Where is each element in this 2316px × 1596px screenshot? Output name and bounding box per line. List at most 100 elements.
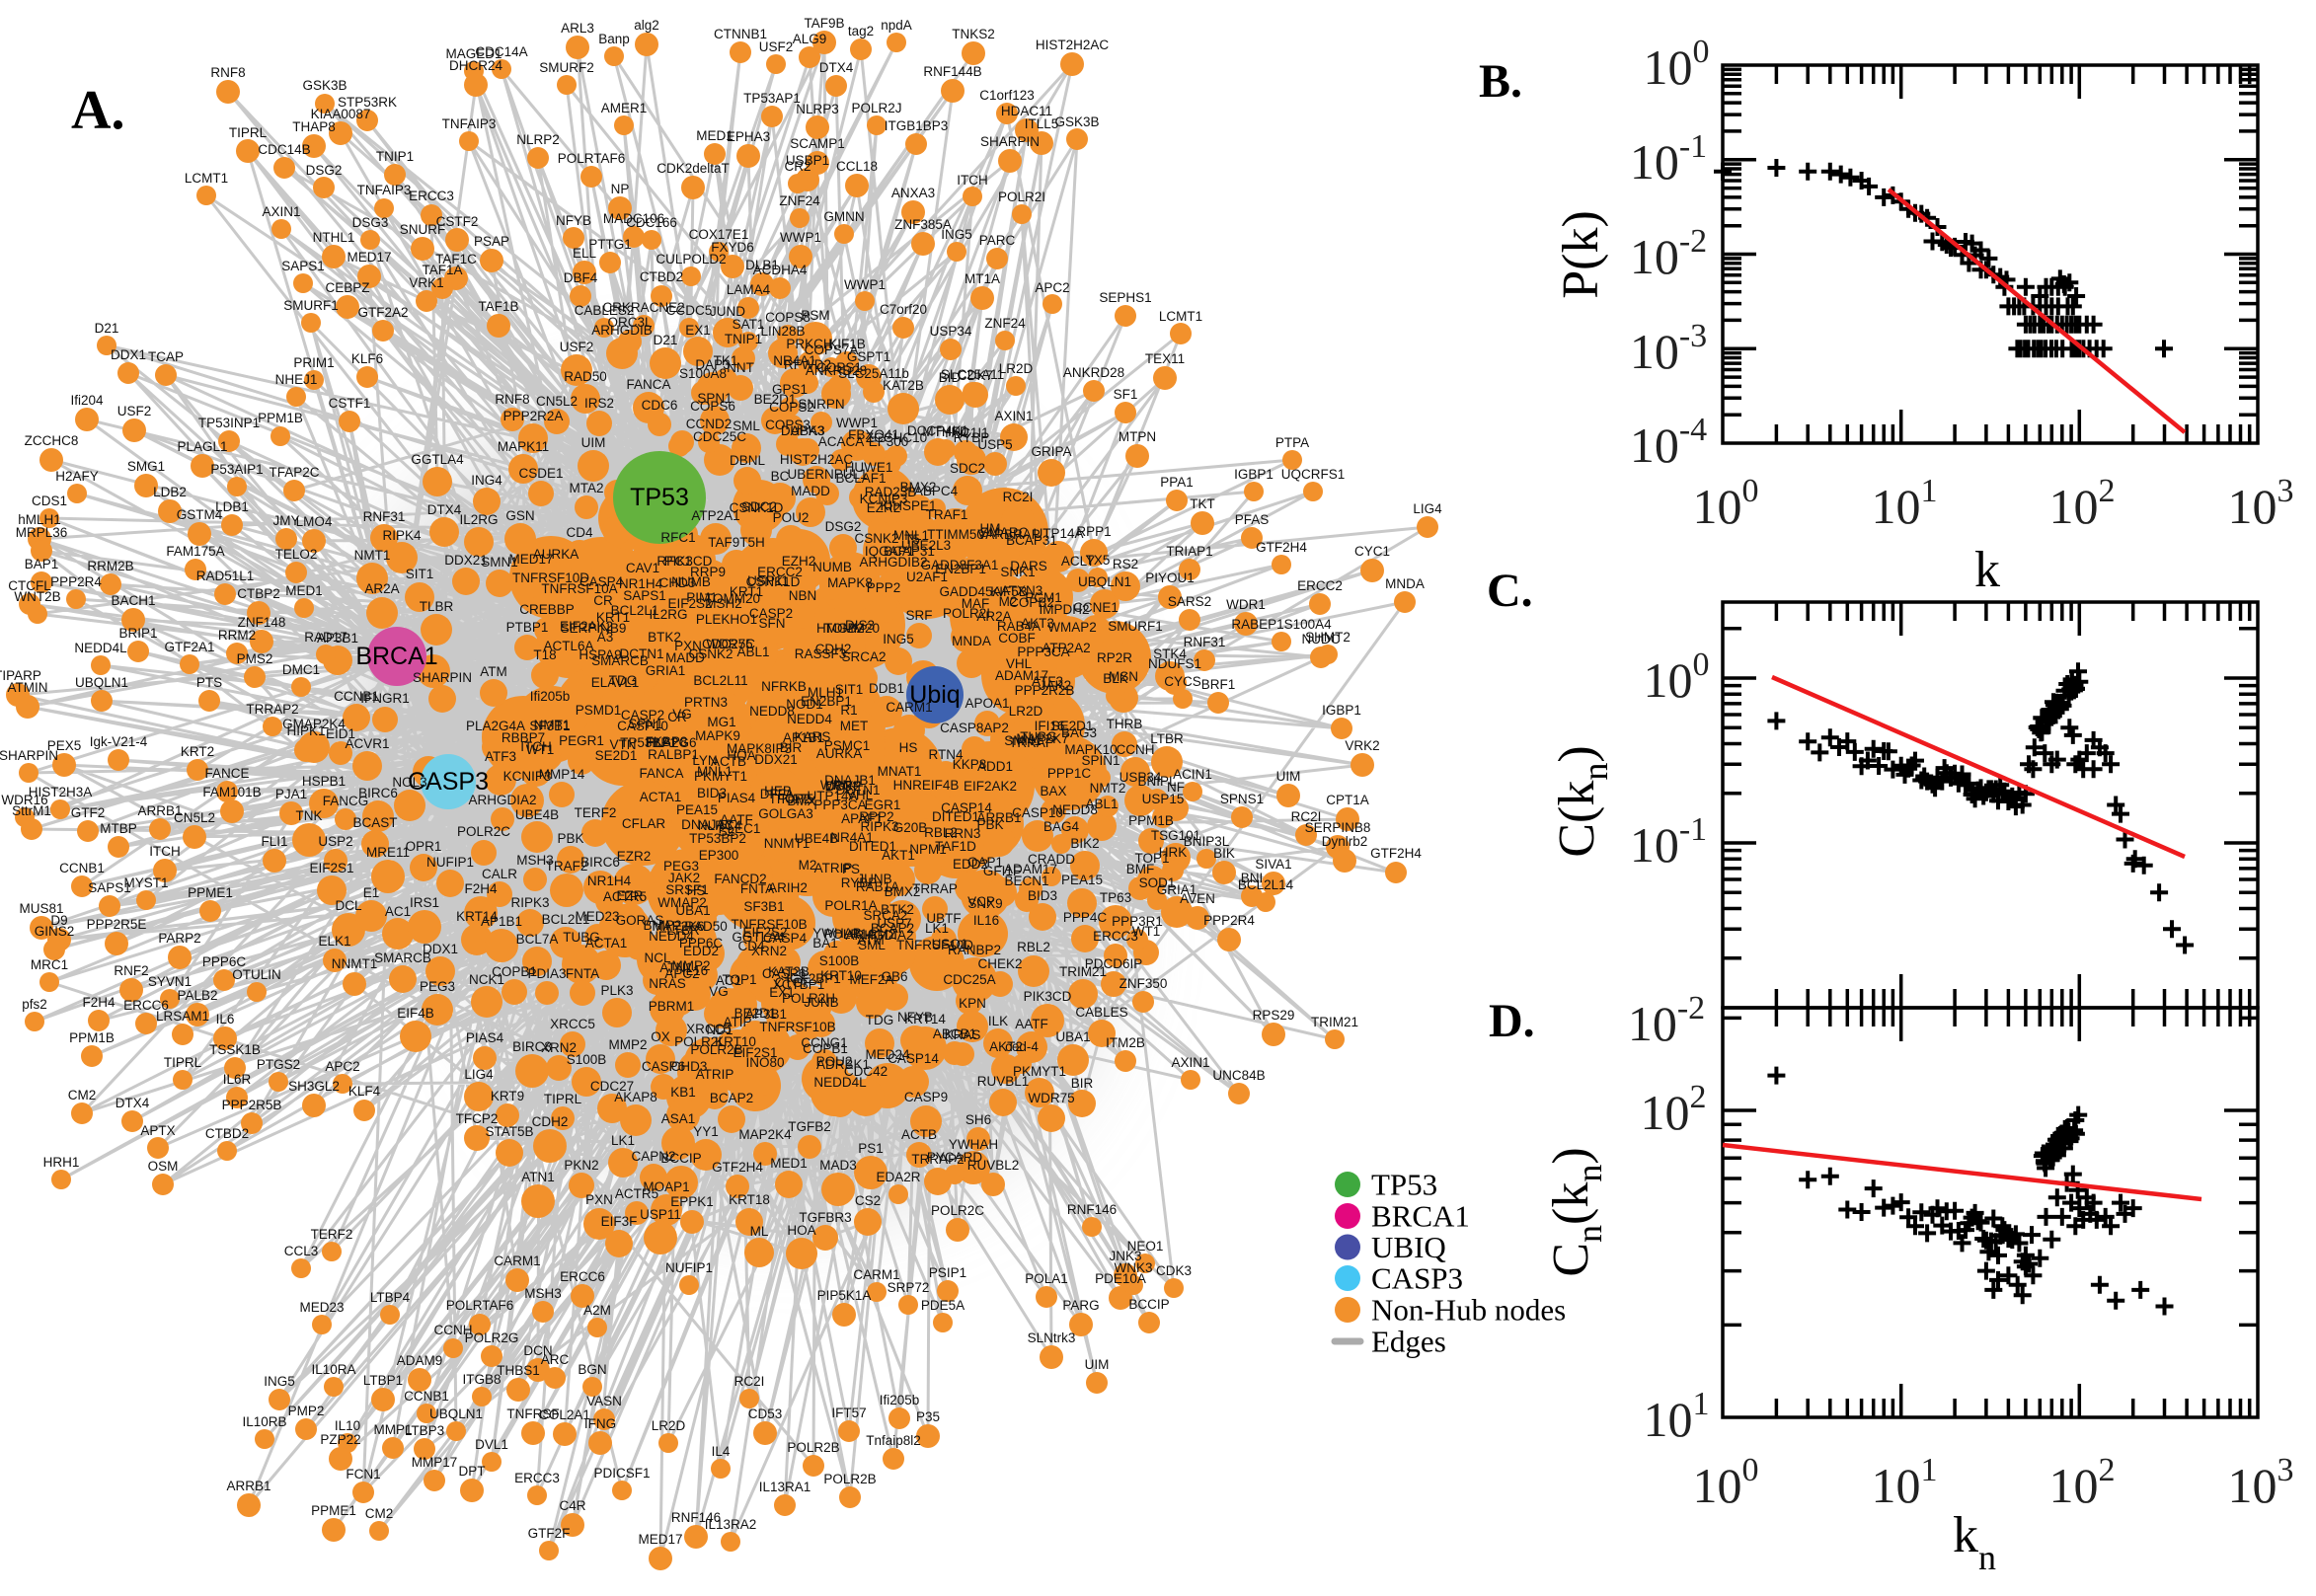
svg-text:A.: A. [71, 80, 124, 141]
svg-text:CASP14: CASP14 [888, 1051, 939, 1066]
svg-text:WDR1: WDR1 [1226, 597, 1266, 612]
svg-text:VRK2: VRK2 [1345, 738, 1379, 753]
svg-text:C4R: C4R [559, 1498, 585, 1513]
svg-text:GTF2F: GTF2F [528, 1526, 571, 1541]
svg-text:HDAC11: HDAC11 [1001, 104, 1052, 118]
svg-text:RIPK3: RIPK3 [510, 895, 549, 910]
svg-text:XRCC5: XRCC5 [686, 1022, 732, 1036]
svg-text:BCL2L11: BCL2L11 [693, 673, 747, 688]
svg-text:MRPL36: MRPL36 [16, 525, 68, 540]
svg-text:PEA15: PEA15 [676, 802, 718, 817]
svg-text:CDH2: CDH2 [532, 1114, 569, 1129]
svg-text:POLR2B: POLR2B [690, 1042, 742, 1057]
svg-text:CABLES: CABLES [1075, 1005, 1127, 1020]
svg-text:ATIP: ATIP [723, 1015, 751, 1029]
svg-text:LK1: LK1 [611, 1133, 635, 1148]
svg-text:USP7: USP7 [877, 916, 911, 931]
svg-text:PPP2R2B: PPP2R2B [1015, 683, 1075, 698]
svg-text:SH6: SH6 [965, 1112, 991, 1127]
svg-text:BID3: BID3 [1028, 888, 1057, 903]
svg-text:PALB2: PALB2 [177, 988, 217, 1003]
svg-text:ASA1: ASA1 [661, 1111, 696, 1126]
svg-text:LK1: LK1 [925, 921, 949, 936]
svg-text:HRK: HRK [1159, 845, 1188, 860]
svg-text:PS: PS [842, 862, 860, 876]
svg-text:AVEN: AVEN [1180, 891, 1215, 906]
svg-text:APC2: APC2 [325, 1059, 359, 1074]
svg-text:LCMT1: LCMT1 [185, 171, 228, 186]
svg-text:BIRC6: BIRC6 [358, 786, 398, 800]
svg-text:IGF2BP1: IGF2BP1 [786, 971, 841, 986]
svg-text:DBF4: DBF4 [564, 270, 598, 285]
svg-text:HIST2H2AC: HIST2H2AC [780, 452, 854, 467]
svg-text:FANCE: FANCE [204, 766, 249, 781]
svg-text:CDS1: CDS1 [32, 494, 67, 508]
svg-text:COPS3: COPS3 [765, 418, 811, 432]
svg-text:BCL2L14: BCL2L14 [1238, 877, 1294, 892]
svg-text:TUBG: TUBG [1020, 729, 1057, 744]
svg-text:PPP2R2A: PPP2R2A [503, 409, 564, 423]
svg-text:P53AIP1: P53AIP1 [210, 462, 263, 477]
svg-text:DITED1: DITED1 [932, 809, 979, 824]
svg-text:TUBG: TUBG [563, 930, 600, 945]
svg-text:ITLL5: ITLL5 [1025, 116, 1059, 131]
svg-text:BIRC6: BIRC6 [580, 855, 620, 870]
svg-text:DPT: DPT [459, 1464, 486, 1479]
svg-text:CTNNB1: CTNNB1 [714, 27, 767, 41]
svg-text:CASP2: CASP2 [621, 708, 664, 722]
svg-text:CCNH: CCNH [1117, 742, 1155, 757]
svg-text:JAK2: JAK2 [1040, 678, 1071, 693]
svg-text:ATN1: ATN1 [521, 1170, 555, 1184]
svg-text:CCND2: CCND2 [686, 417, 733, 431]
svg-text:PPP2R4: PPP2R4 [50, 574, 102, 589]
svg-text:PPP6C: PPP6C [202, 954, 247, 969]
svg-text:MOAP1: MOAP1 [643, 1179, 689, 1194]
svg-text:NRAS: NRAS [649, 976, 686, 991]
svg-text:AR2A: AR2A [976, 609, 1011, 624]
svg-text:UBERNPUL1: UBERNPUL1 [787, 467, 867, 482]
svg-text:ARL3: ARL3 [561, 21, 594, 36]
svg-text:CR: CR [667, 710, 687, 724]
svg-text:TK1: TK1 [714, 353, 738, 368]
svg-text:BACH1: BACH1 [111, 593, 155, 608]
svg-text:AURKA: AURKA [533, 547, 579, 562]
svg-text:TAF1B: TAF1B [478, 299, 518, 314]
svg-text:BIK2: BIK2 [1070, 836, 1099, 851]
svg-text:SPNS1: SPNS1 [1220, 792, 1264, 806]
svg-text:USP2: USP2 [318, 834, 352, 849]
svg-text:RFC1: RFC1 [660, 530, 695, 545]
svg-text:DFFA: DFFA [760, 787, 795, 801]
svg-text:RUVBL1: RUVBL1 [977, 1074, 1030, 1089]
svg-text:NEDD8: NEDD8 [1052, 802, 1098, 817]
svg-text:UBE4B: UBE4B [795, 831, 838, 846]
svg-text:MRE11: MRE11 [366, 845, 410, 860]
svg-text:LR2D: LR2D [652, 1418, 686, 1433]
svg-text:TRIM21: TRIM21 [1059, 964, 1107, 979]
svg-text:VHL: VHL [847, 788, 874, 802]
svg-text:SNRPN: SNRPN [798, 397, 844, 412]
svg-text:SF3B1: SF3B1 [529, 719, 570, 733]
svg-text:POLR2I: POLR2I [943, 606, 990, 621]
svg-text:EP300: EP300 [699, 848, 739, 863]
svg-text:TNFAIP3: TNFAIP3 [442, 116, 497, 131]
svg-text:ATRIP: ATRIP [696, 1067, 734, 1082]
svg-text:PIAS4: PIAS4 [466, 1030, 504, 1045]
svg-text:CARM1: CARM1 [494, 1254, 540, 1268]
svg-text:CASP4: CASP4 [579, 574, 624, 589]
svg-text:TERF2: TERF2 [575, 805, 617, 820]
svg-text:POLR2I: POLR2I [998, 190, 1045, 204]
svg-text:UTP14A: UTP14A [807, 789, 857, 803]
svg-text:SERPINB8: SERPINB8 [1305, 820, 1371, 835]
svg-text:PEG3: PEG3 [420, 979, 455, 994]
svg-text:CDC25A: CDC25A [943, 972, 995, 987]
svg-text:CYC1: CYC1 [1354, 544, 1390, 559]
svg-text:HMGB2: HMGB2 [816, 621, 864, 636]
svg-text:PSMD1: PSMD1 [576, 703, 622, 718]
svg-text:HEB: HEB [764, 784, 792, 798]
svg-text:SPIN1: SPIN1 [1081, 753, 1119, 768]
svg-text:ABPC4: ABPC4 [914, 484, 959, 498]
svg-text:BCCIP: BCCIP [660, 1151, 701, 1166]
svg-text:TIPRL: TIPRL [544, 1092, 582, 1106]
svg-text:MNL1: MNL1 [893, 528, 929, 543]
svg-text:NMT1: NMT1 [354, 548, 391, 563]
